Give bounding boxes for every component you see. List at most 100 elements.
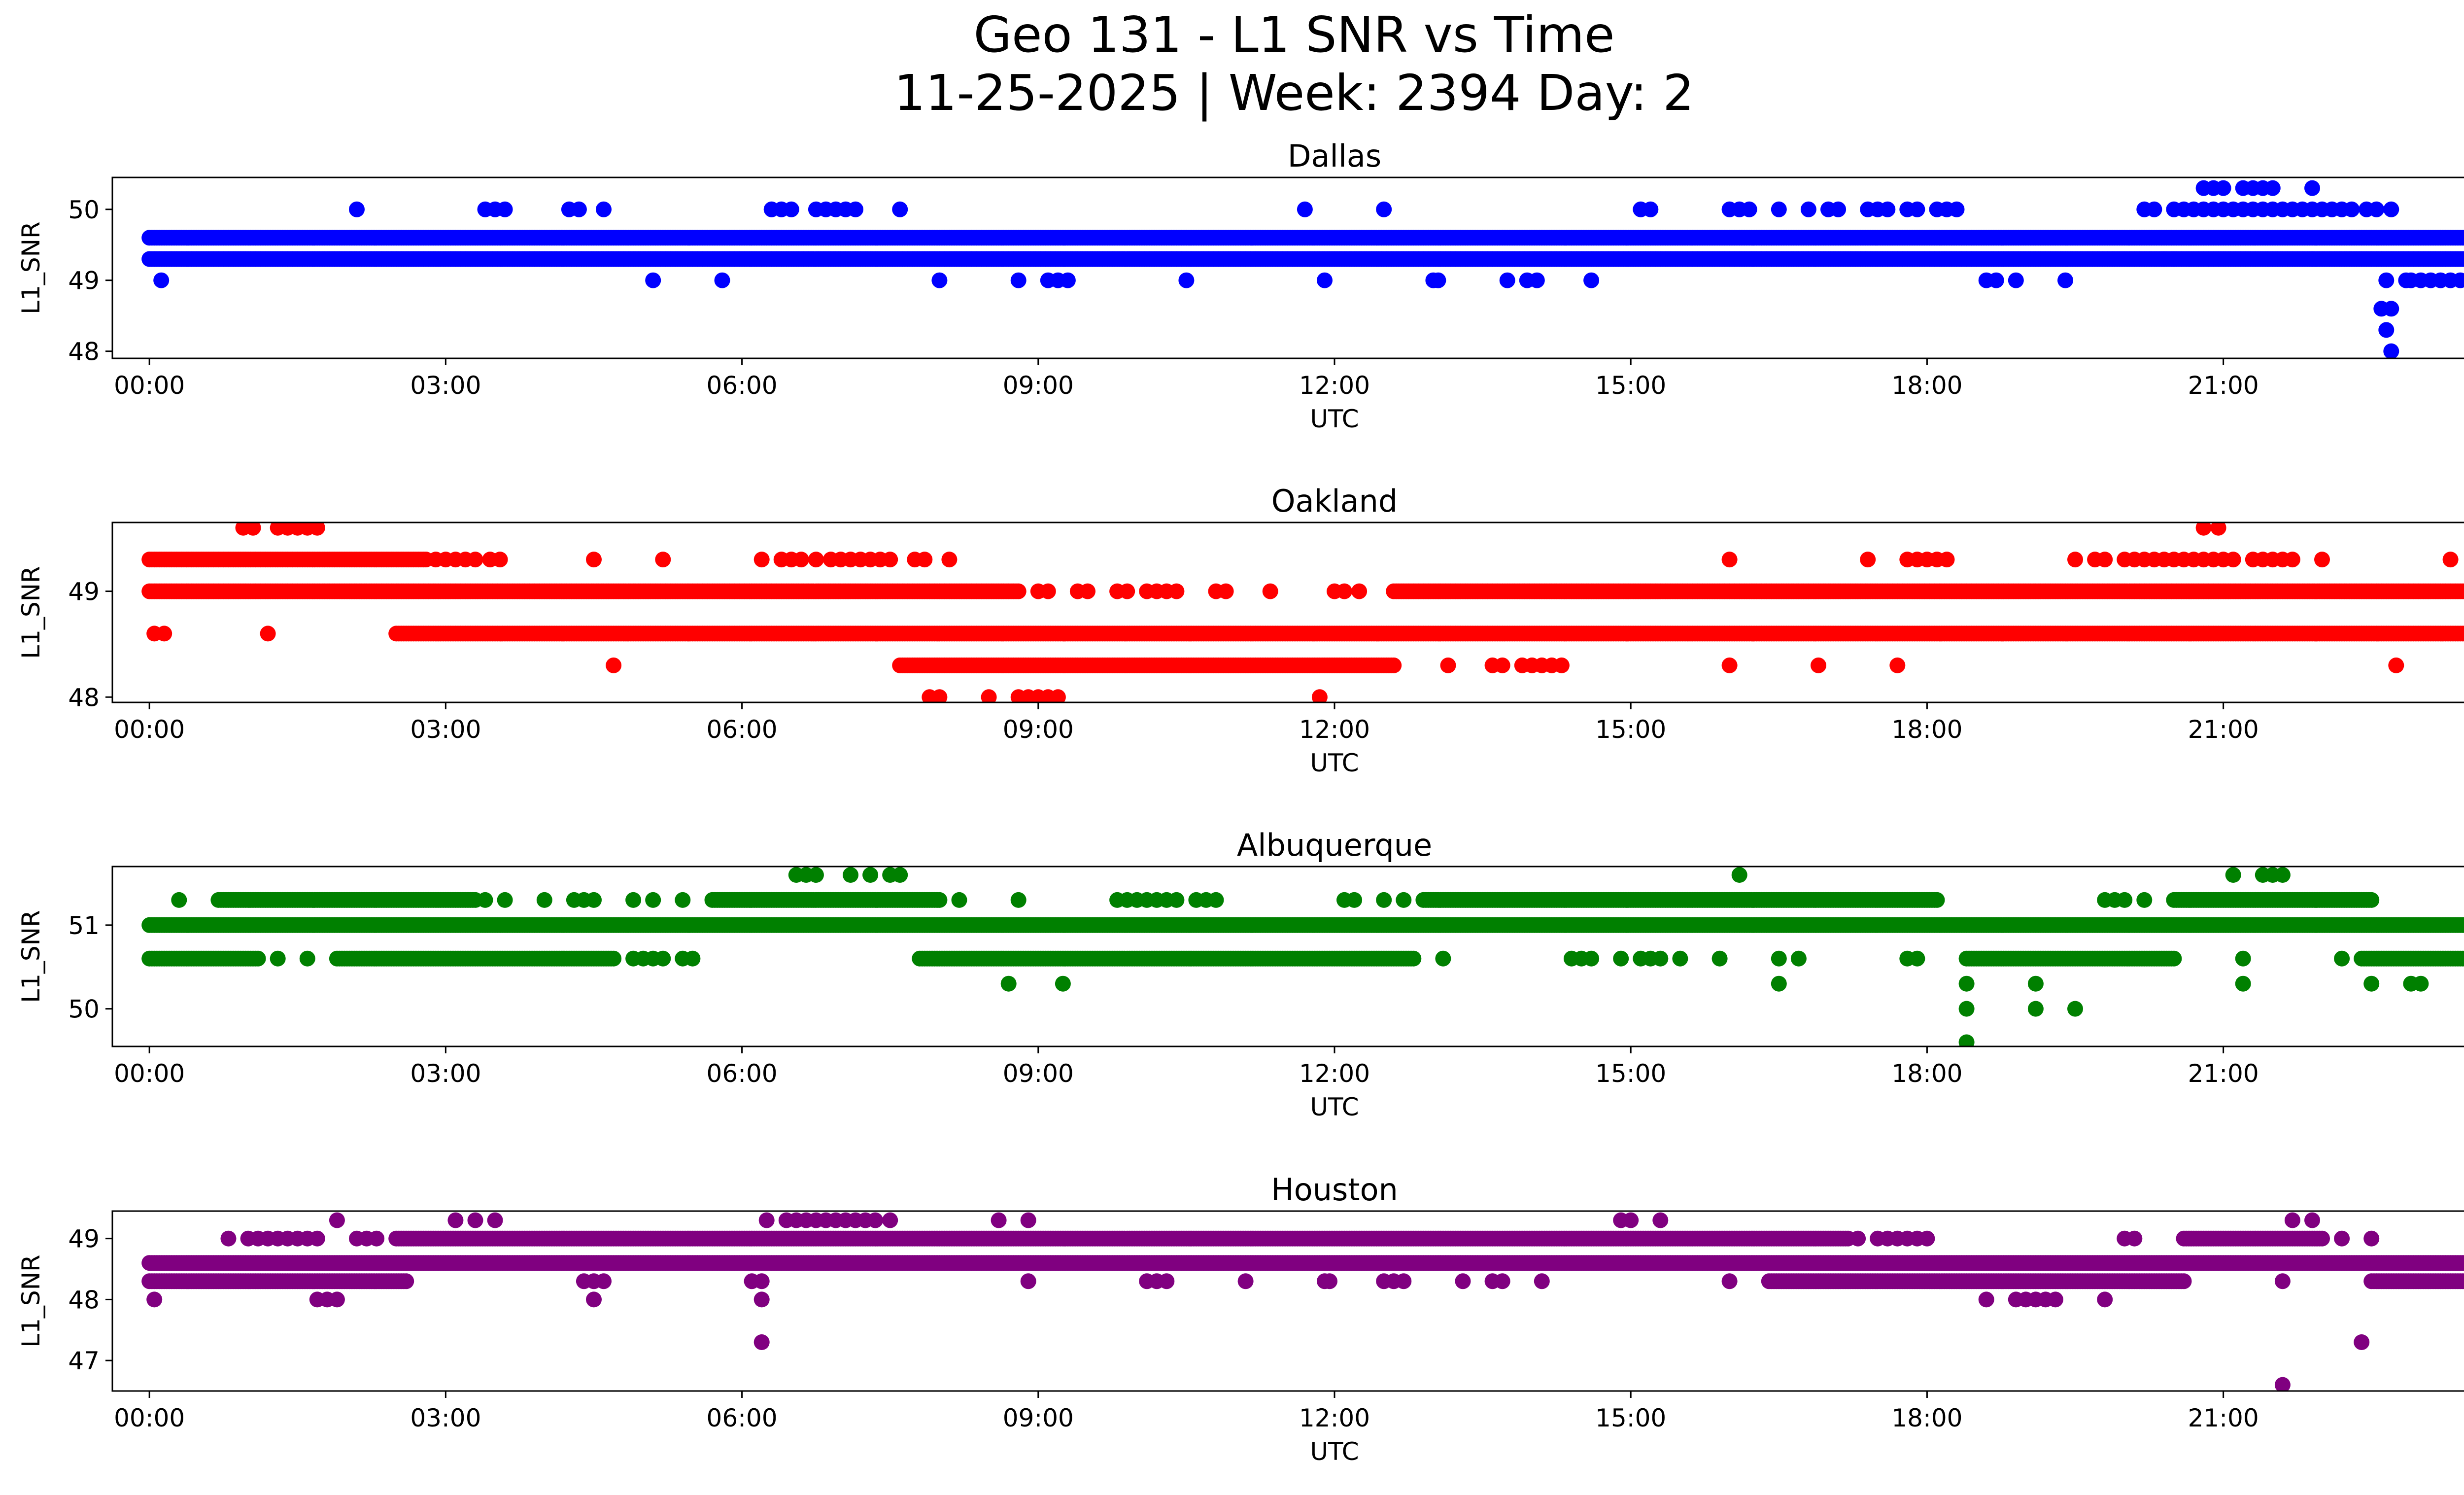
data-point [1168, 583, 1185, 599]
y-tick-label: 50 [68, 196, 100, 224]
data-point [1060, 272, 1076, 288]
data-point [2383, 301, 2399, 317]
scatter-series [141, 522, 2464, 702]
data-point [808, 552, 824, 568]
data-point [2462, 233, 2464, 243]
data-point [1830, 201, 1847, 217]
data-point [793, 552, 809, 568]
data-point [882, 552, 898, 568]
data-point [1800, 201, 1816, 217]
scatter-series [141, 180, 2464, 358]
data-point [1721, 552, 1738, 568]
data-point [2462, 275, 2464, 285]
x-tick-label: 03:00 [410, 371, 481, 400]
x-tick-label: 09:00 [1003, 371, 1074, 400]
x-tick-label: 09:00 [1003, 715, 1074, 744]
data-point [655, 552, 671, 568]
data-point [1553, 657, 1570, 673]
scatter-series [141, 867, 2464, 1046]
subplot-panels: Dallas 00:00 03:00 06:00 09:00 12:00 15:00 18:0… [17, 138, 2464, 1466]
data-point [1040, 583, 1056, 599]
x-tick-label: 15:00 [1595, 371, 1666, 400]
data-point [2452, 272, 2464, 288]
data-point [1430, 272, 1446, 288]
data-point [1860, 552, 1876, 568]
data-point [931, 689, 948, 702]
x-tick-label: 00:00 [114, 371, 185, 400]
data-point [2383, 343, 2399, 358]
data-point [2378, 322, 2395, 338]
data-point [153, 272, 170, 288]
subplot-title: Albuquerque [1237, 827, 1432, 863]
data-point [2460, 584, 2464, 598]
x-tick-label: 18:00 [1891, 371, 1962, 400]
data-point [1317, 272, 1333, 288]
data-point [1351, 583, 1368, 599]
data-point [1080, 583, 1095, 599]
data-point [753, 552, 770, 568]
data-point [783, 201, 799, 217]
data-point [596, 201, 612, 217]
data-point [2462, 254, 2464, 264]
data-point [2462, 586, 2464, 596]
data-point [1440, 657, 1456, 673]
data-point [931, 272, 948, 288]
data-point [2462, 628, 2464, 639]
data-point [2264, 180, 2281, 196]
data-point [497, 201, 513, 217]
x-tick-label: 06:00 [707, 371, 778, 400]
data-point [1771, 201, 1787, 217]
data-point [1643, 201, 1659, 217]
y-axis-label: L1_SNR [17, 566, 45, 659]
data-point [1050, 689, 1066, 702]
x-axis-label: UTC [1310, 405, 1359, 433]
data-point [2368, 201, 2385, 217]
data-point [2008, 272, 2024, 288]
data-point [1336, 583, 1352, 599]
data-point [467, 552, 483, 568]
data-point [1494, 657, 1510, 673]
data-point [1218, 583, 1234, 599]
data-point [2344, 201, 2360, 217]
data-point [1376, 201, 1392, 217]
data-point [1311, 689, 1328, 702]
data-point [2388, 657, 2404, 673]
x-tick-label: 12:00 [1299, 715, 1370, 744]
y-tick-label: 48 [68, 683, 100, 712]
data-point [645, 272, 661, 288]
data-point [2383, 201, 2399, 217]
data-point [1909, 201, 1925, 217]
data-point [349, 201, 365, 217]
data-point [1583, 272, 1600, 288]
x-tick-label: 15:00 [1595, 715, 1666, 744]
y-tick-label: 49 [68, 267, 100, 295]
data-point [2460, 252, 2464, 266]
data-point [714, 272, 730, 288]
data-point [1119, 583, 1135, 599]
data-point [2460, 626, 2464, 641]
data-point [892, 201, 908, 217]
y-axis-label: L1_SNR [17, 221, 45, 314]
data-point [1386, 657, 1402, 673]
data-point [1297, 201, 1313, 217]
x-tick-label: 21:00 [2188, 371, 2259, 400]
data-point [848, 201, 863, 217]
data-point [2304, 180, 2320, 196]
data-point [2215, 180, 2231, 196]
data-point [1499, 272, 1515, 288]
data-point [2225, 552, 2241, 568]
data-point [941, 552, 958, 568]
data-point [2166, 251, 2182, 267]
x-tick-label: 12:00 [1299, 371, 1370, 400]
x-tick-label: 03:00 [410, 715, 481, 744]
data-point [1010, 583, 1027, 599]
data-point [2304, 251, 2320, 267]
x-axis-label: UTC [1310, 749, 1359, 777]
subplot-title: Dallas [1288, 138, 1381, 174]
subplot-dallas: Dallas 00:00 03:00 06:00 09:00 12:00 15:00 18:0… [17, 138, 2464, 433]
x-tick-label: 21:00 [2188, 715, 2259, 744]
data-point [571, 201, 587, 217]
data-point [156, 626, 172, 642]
